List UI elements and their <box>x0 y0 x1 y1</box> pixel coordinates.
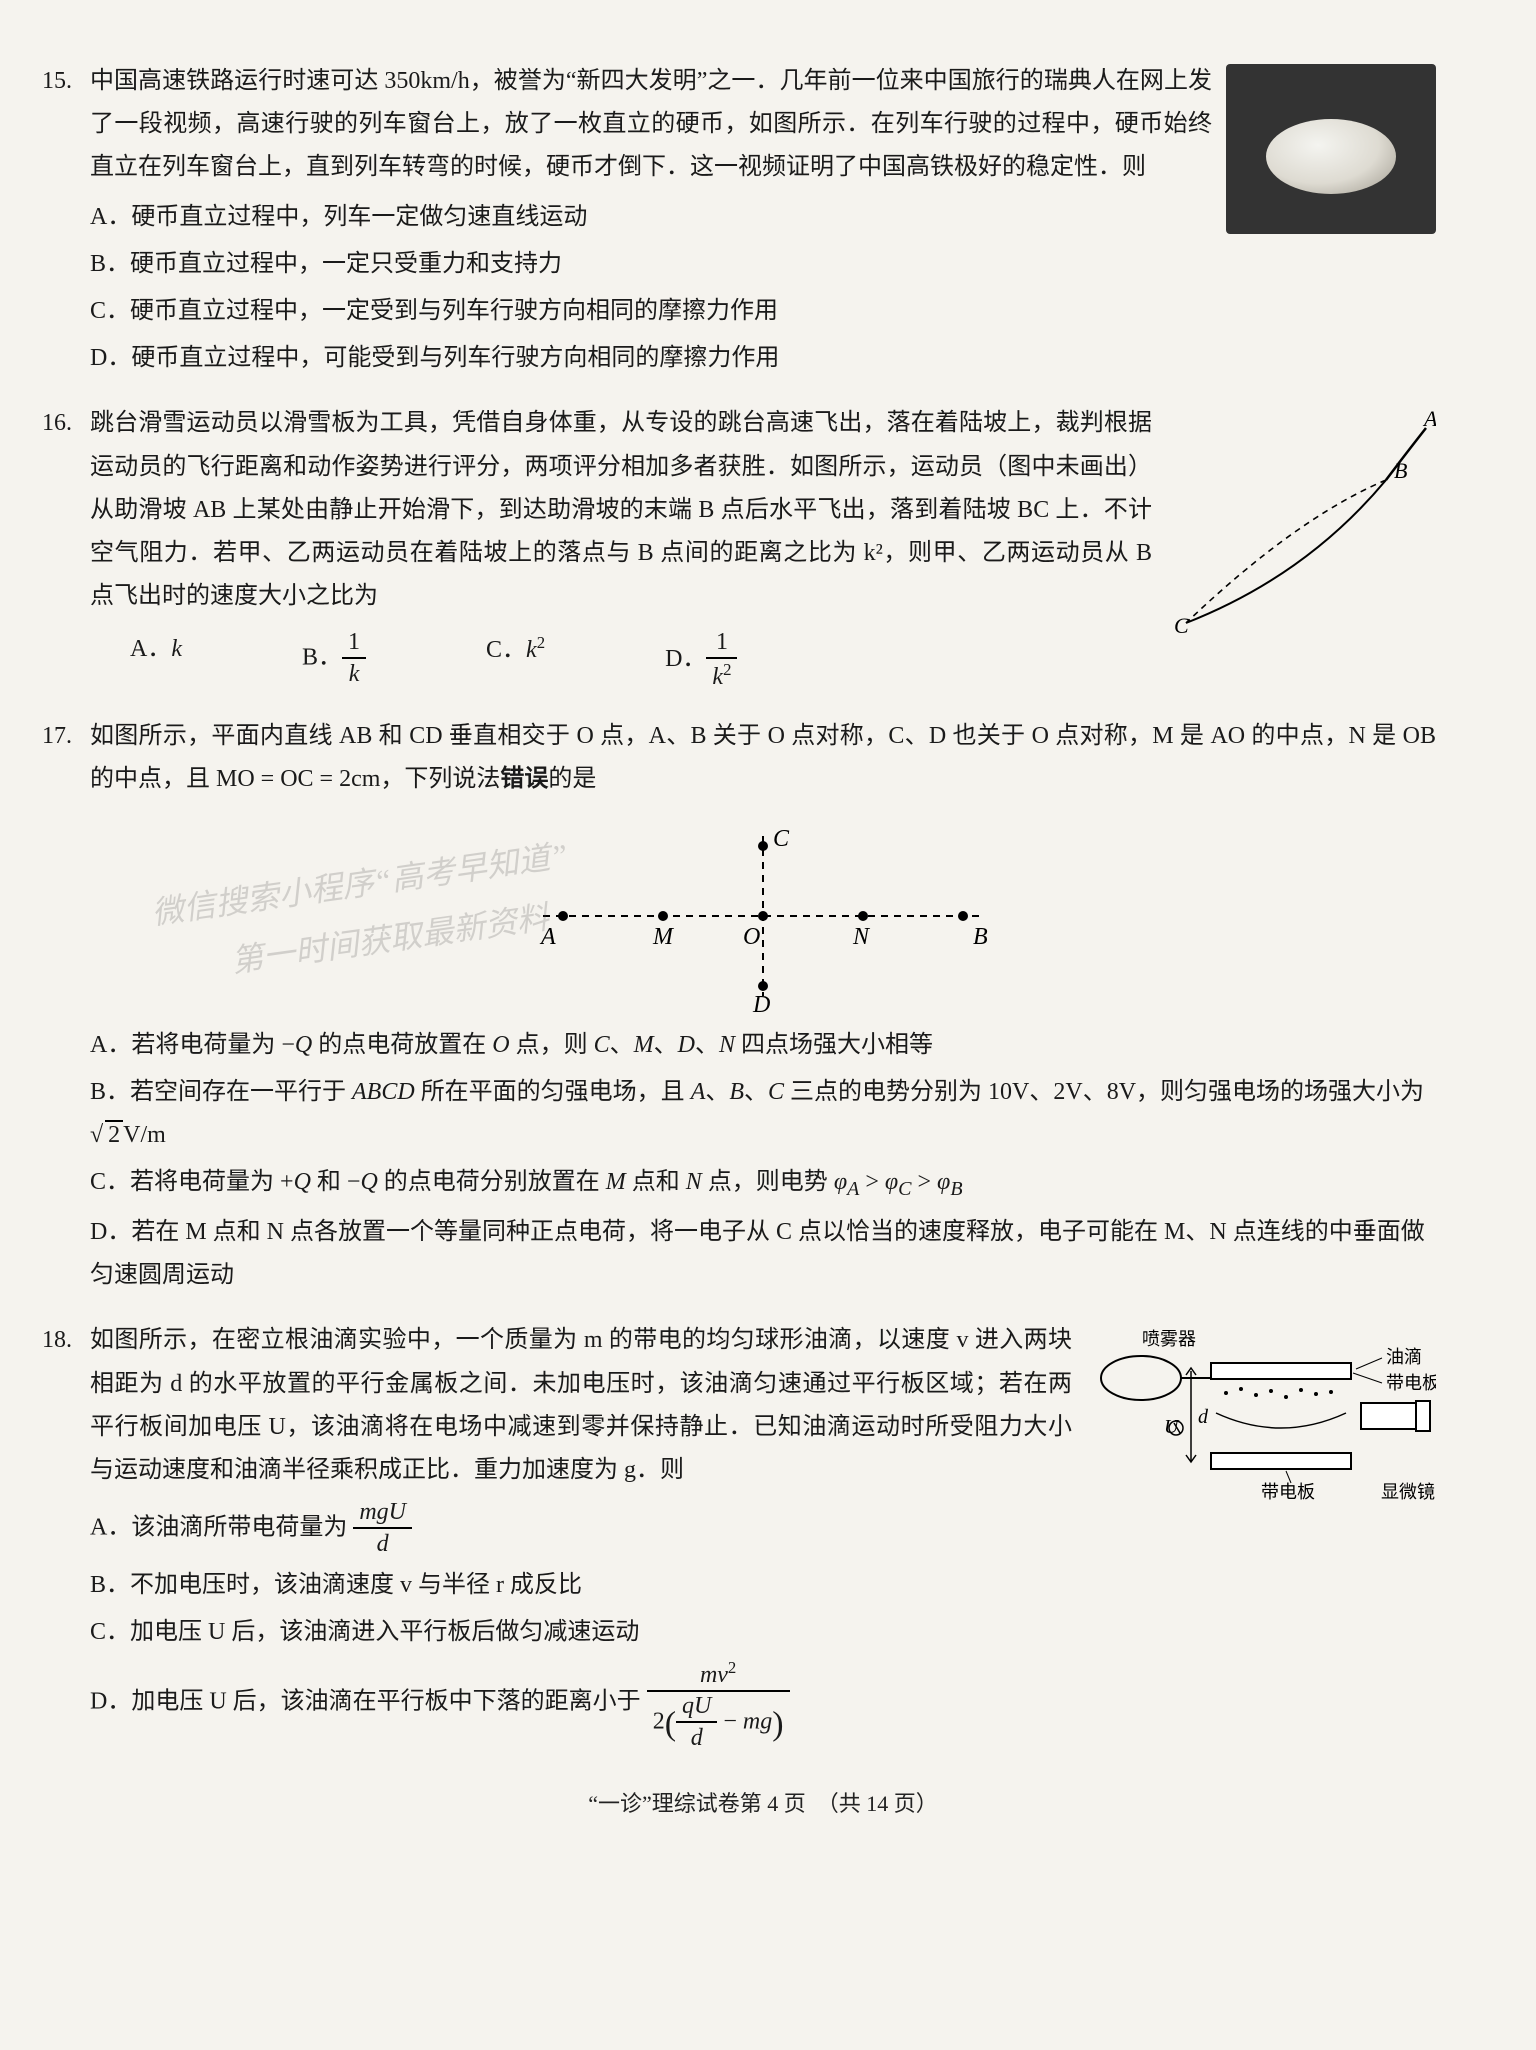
q17-opt-a-text: 若将电荷量为 −Q 的点电荷放置在 O 点，则 C、M、D、N 四点场强大小相等 <box>131 1032 933 1058</box>
label-sprayer: 喷雾器 <box>1142 1329 1196 1349</box>
q17-opt-b: B．若空间存在一平行于 ABCD 所在平面的匀强电场，且 A、B、C 三点的电势… <box>90 1071 1436 1157</box>
question-18: 18. 喷雾器 油滴 带电板 带电板 <box>90 1319 1436 1754</box>
q17-stem-p1: 如图所示，平面内直线 AB 和 CD 垂直相交于 O 点，A、B 关于 O 点对… <box>90 723 1436 792</box>
q15-opt-b: B．硬币直立过程中，一定只受重力和支持力 <box>90 243 1436 286</box>
q17-opt-a: A．若将电荷量为 −Q 的点电荷放置在 O 点，则 C、M、D、N 四点场强大小… <box>90 1024 1436 1067</box>
svg-text:A: A <box>539 924 556 950</box>
q18-number: 18. <box>42 1319 72 1362</box>
q16-opt-b: B．1k <box>302 628 366 693</box>
q15-opt-d: D．硬币直立过程中，可能受到与列车行驶方向相同的摩擦力作用 <box>90 337 1436 380</box>
q17-stem-p2: 的是 <box>548 766 596 792</box>
svg-text:D: D <box>752 992 770 1016</box>
question-15: 15. 中国高速铁路运行时速可达 350km/h，被誉为“新四大发明”之一．几年… <box>90 60 1436 380</box>
label-a: A <box>1422 408 1436 431</box>
q18-options: A．该油滴所带电荷量为 mgUd B．不加电压时，该油滴速度 v 与半径 r 成… <box>90 1498 1436 1754</box>
label-U: U <box>1164 1416 1180 1438</box>
q16-opt-c: C．k2 <box>486 628 545 693</box>
q17-stem: 如图所示，平面内直线 AB 和 CD 垂直相交于 O 点，A、B 关于 O 点对… <box>90 715 1436 801</box>
q18-a-den: d <box>353 1529 412 1560</box>
page-footer: “一诊”理综试卷第 4 页 （共 14 页） <box>90 1784 1436 1824</box>
millikan-diagram: 喷雾器 油滴 带电板 带电板 显微镜 U d <box>1086 1323 1436 1523</box>
q17-number: 17. <box>42 715 72 758</box>
q15-opt-d-text: 硬币直立过程中，可能受到与列车行驶方向相同的摩擦力作用 <box>131 345 779 371</box>
footer-p1: “一诊”理综试卷第 4 页 <box>588 1791 806 1816</box>
q17-opt-c-text: 若将电荷量为 +Q 和 −Q 的点电荷分别放置在 M 点和 N 点，则电势 φA… <box>130 1169 963 1195</box>
q18-opt-a-pre: 该油滴所带电荷量为 <box>131 1515 353 1541</box>
label-plate2: 带电板 <box>1261 1482 1315 1502</box>
q18-opt-c: C．加电压 U 后，该油滴进入平行板后做匀减速运动 <box>90 1611 1436 1654</box>
q18-opt-c-text: 加电压 U 后，该油滴进入平行板后做匀减速运动 <box>130 1619 639 1645</box>
label-d: d <box>1198 1406 1209 1428</box>
q16-options: A．k B．1k C．k2 D．1k2 <box>130 628 1152 693</box>
q15-opt-c-text: 硬币直立过程中，一定受到与列车行驶方向相同的摩擦力作用 <box>130 298 778 324</box>
q15-number: 15. <box>42 60 72 103</box>
svg-text:N: N <box>852 924 871 950</box>
q18-opt-d-pre: 加电压 U 后，该油滴在平行板中下落的距离小于 <box>131 1689 646 1715</box>
q15-body: 中国高速铁路运行时速可达 350km/h，被誉为“新四大发明”之一．几年前一位来… <box>90 60 1436 380</box>
q18-opt-d: D．加电压 U 后，该油滴在平行板中下落的距离小于 mv2 2(qUd − mg… <box>90 1658 1436 1754</box>
question-16: 16. A B C 跳台滑雪运动员以滑雪板为工具，凭借自身体重，从专设的跳台高速… <box>90 402 1436 693</box>
q16-opt-a: A．k <box>130 628 182 693</box>
svg-text:O: O <box>743 924 760 950</box>
footer-p2: （共 14 页） <box>817 1791 938 1816</box>
coin-photo <box>1226 64 1436 234</box>
q17-body: 如图所示，平面内直线 AB 和 CD 垂直相交于 O 点，A、B 关于 O 点对… <box>90 715 1436 1297</box>
label-b: B <box>1394 458 1407 483</box>
label-c: C <box>1174 613 1189 638</box>
svg-text:B: B <box>973 924 988 950</box>
q17-opt-d: D．若在 M 点和 N 点各放置一个等量同种正点电荷，将一电子从 C 点以恰当的… <box>90 1211 1436 1297</box>
q18-opt-b: B．不加电压时，该油滴速度 v 与半径 r 成反比 <box>90 1564 1436 1607</box>
q16-opt-d: D．1k2 <box>665 628 737 693</box>
q17-options: A．若将电荷量为 −Q 的点电荷放置在 O 点，则 C、M、D、N 四点场强大小… <box>90 1024 1436 1298</box>
svg-text:M: M <box>652 924 675 950</box>
q17-opt-d-text: 若在 M 点和 N 点各放置一个等量同种正点电荷，将一电子从 C 点以恰当的速度… <box>90 1219 1425 1288</box>
label-plate1: 带电板 <box>1386 1373 1436 1393</box>
q18-a-num: mgU <box>353 1498 412 1529</box>
label-drop: 油滴 <box>1386 1347 1422 1367</box>
ski-diagram: A B C <box>1166 408 1436 638</box>
svg-text:C: C <box>773 826 790 852</box>
q17-opt-c: C．若将电荷量为 +Q 和 −Q 的点电荷分别放置在 M 点和 N 点，则电势 … <box>90 1161 1436 1207</box>
q15-opt-b-text: 硬币直立过程中，一定只受重力和支持力 <box>130 251 562 277</box>
q18-opt-b-text: 不加电压时，该油滴速度 v 与半径 r 成反比 <box>130 1572 582 1598</box>
q15-opt-a-text: 硬币直立过程中，列车一定做匀速直线运动 <box>131 204 587 230</box>
q15-opt-c: C．硬币直立过程中，一定受到与列车行驶方向相同的摩擦力作用 <box>90 290 1436 333</box>
label-scope: 显微镜 <box>1381 1482 1435 1502</box>
q18-body: 喷雾器 油滴 带电板 带电板 显微镜 U d 如图所示，在密立根油滴实验中，一个… <box>90 1319 1436 1754</box>
q17-opt-b-text: 若空间存在一平行于 ABCD 所在平面的匀强电场，且 A、B、C 三点的电势分别… <box>90 1079 1424 1148</box>
q16-number: 16. <box>42 402 72 445</box>
q16-body: A B C 跳台滑雪运动员以滑雪板为工具，凭借自身体重，从专设的跳台高速飞出，落… <box>90 402 1436 693</box>
question-17: 17. 如图所示，平面内直线 AB 和 CD 垂直相交于 O 点，A、B 关于 … <box>90 715 1436 1297</box>
axis-diagram: A M O N B C D <box>503 816 1023 1016</box>
q17-stem-bold: 错误 <box>500 766 548 792</box>
